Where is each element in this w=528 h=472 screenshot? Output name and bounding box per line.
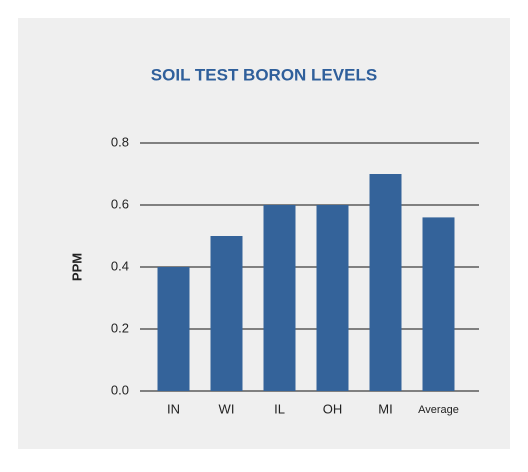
chart-title: SOIL TEST BORON LEVELS: [151, 65, 377, 84]
y-tick-label: 0.6: [111, 196, 129, 211]
x-tick-label: IL: [274, 401, 285, 416]
bar: [263, 205, 296, 391]
x-tick-label: Average: [418, 404, 459, 416]
y-tick-label: 0.4: [111, 258, 129, 273]
bar: [157, 267, 190, 391]
y-tick-label: 0.2: [111, 320, 129, 335]
x-tick-label: OH: [323, 401, 343, 416]
bar: [422, 217, 455, 391]
x-tick-label: IN: [167, 401, 180, 416]
bar: [210, 236, 243, 391]
y-tick-label: 0.0: [111, 382, 129, 397]
x-tick-label: WI: [219, 401, 235, 416]
x-tick-label: MI: [378, 401, 392, 416]
bar: [316, 205, 349, 391]
bar: [369, 174, 402, 391]
y-tick-label: 0.8: [111, 134, 129, 149]
y-axis-label: PPM: [69, 253, 84, 281]
